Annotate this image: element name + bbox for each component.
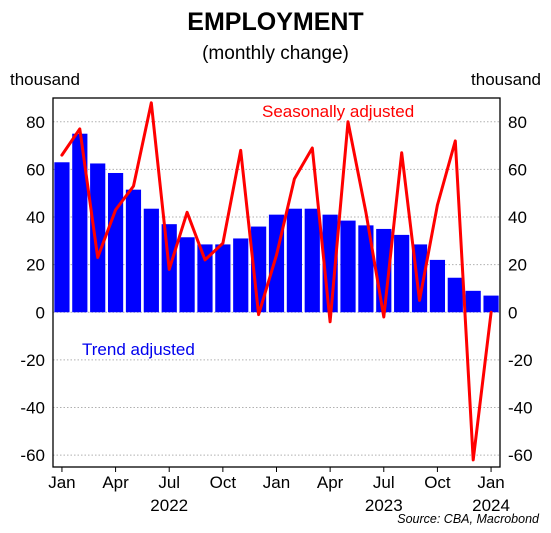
plot-frame [52, 97, 501, 472]
bar-2023-06 [358, 225, 374, 313]
y-tick-left: 0 [36, 303, 45, 322]
x-tick-label: Jul [158, 473, 180, 492]
y-tick-left: 40 [26, 208, 45, 227]
bar-2022-11 [233, 238, 249, 313]
chart-subtitle: (monthly change) [202, 43, 349, 64]
bar-2022-09 [197, 244, 213, 313]
x-tick-label: Jan [477, 473, 504, 492]
y-tick-right: -20 [508, 351, 533, 370]
source-note: Source: CBA, Macrobond [397, 512, 539, 526]
y-tick-right: 20 [508, 256, 527, 275]
bar-2023-03 [304, 208, 320, 313]
seasonal-line [60, 101, 493, 462]
bar-2023-05 [340, 220, 356, 313]
seasonally-adjusted-label: Seasonally adjusted [262, 102, 414, 121]
bar-2022-06 [143, 208, 159, 313]
y-tick-left: -40 [20, 398, 45, 417]
axis-labels: -60 -60 -40 -40 -20 -20 0 0 20 20 40 40 60 60 80 80 Jan A… [20, 113, 532, 515]
x-tick-label: Apr [102, 473, 129, 492]
year-label: 2022 [150, 496, 188, 515]
trend-bars [54, 133, 499, 313]
bar-2023-08 [394, 234, 410, 313]
year-label: 2023 [365, 496, 403, 515]
bar-2022-04 [107, 172, 124, 313]
bar-2023-10 [429, 259, 446, 313]
bar-2022-02 [72, 133, 88, 313]
year-label: 2024 [472, 496, 510, 515]
bar-2024-01 [483, 295, 499, 313]
y-tick-left: -20 [20, 351, 45, 370]
chart-title: EMPLOYMENT [187, 8, 364, 36]
y-tick-right: 60 [508, 160, 527, 179]
bar-2022-05 [125, 189, 142, 313]
y-tick-right: -60 [508, 446, 533, 465]
y-tick-left: 80 [26, 113, 45, 132]
x-tick-label: Jul [373, 473, 395, 492]
y-tick-right: 80 [508, 113, 527, 132]
trend-adjusted-label: Trend adjusted [82, 340, 195, 359]
bar-2022-08 [179, 237, 195, 313]
bar-2023-11 [447, 277, 463, 313]
y-tick-left: 60 [26, 160, 45, 179]
x-tick-label: Apr [317, 473, 344, 492]
bar-2023-02 [286, 208, 302, 313]
y-tick-left: -60 [20, 446, 45, 465]
right-axis-unit: thousand [471, 70, 541, 89]
x-tick-label: Oct [210, 473, 237, 492]
y-tick-left: 20 [26, 256, 45, 275]
left-axis-unit: thousand [10, 70, 80, 89]
y-tick-right: 40 [508, 208, 527, 227]
bar-2023-12 [465, 290, 481, 313]
y-tick-right: -40 [508, 398, 533, 417]
bar-2022-03 [90, 163, 106, 313]
y-tick-right: 0 [508, 303, 517, 322]
x-tick-label: Jan [263, 473, 290, 492]
bar-2022-10 [215, 244, 231, 313]
x-tick-label: Oct [424, 473, 451, 492]
bar-2022-01 [54, 162, 70, 313]
annotations: Seasonally adjusted Trend adjusted [82, 102, 414, 359]
x-tick-label: Jan [48, 473, 75, 492]
